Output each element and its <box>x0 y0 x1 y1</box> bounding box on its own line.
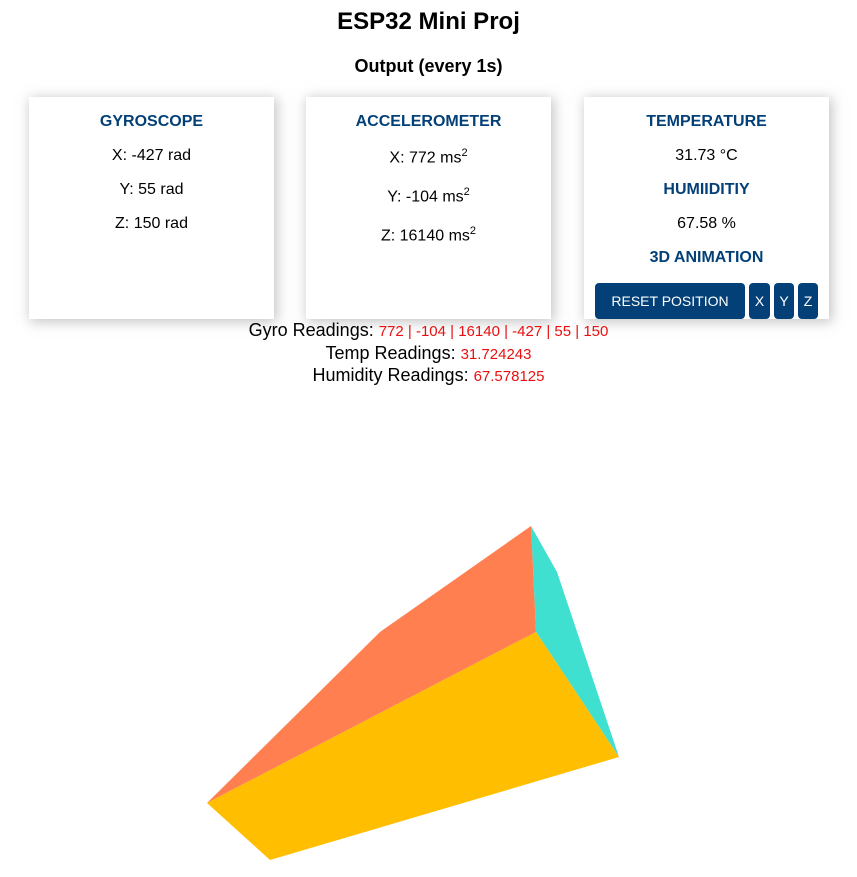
gyro-x-value: X: -427 rad <box>111 147 192 164</box>
reset-z-button[interactable]: Z <box>798 283 818 319</box>
accel-z-row: Z: 16140 ms2 <box>306 225 551 245</box>
accelerometer-card: ACCELEROMETER X: 772 ms2 Y: -104 ms2 Z: … <box>306 97 551 319</box>
page-subtitle: Output (every 1s) <box>354 56 503 76</box>
object-face-side <box>531 526 619 757</box>
gyroscope-card: GYROSCOPE X: -427 rad Y: 55 rad Z: 150 r… <box>29 97 274 319</box>
gyro-y-value: Y: 55 rad <box>119 181 184 198</box>
accel-x-value: X: 772 ms <box>389 149 462 167</box>
gyro-readings-label: Gyro Readings: <box>248 320 379 340</box>
gyro-readings: Gyro Readings: 772 | -104 | 16140 | -427… <box>0 319 857 343</box>
page-title: ESP32 Mini Proj <box>337 8 520 35</box>
accel-x-exponent: 2 <box>461 147 468 159</box>
gyro-z-value: Z: 150 rad <box>115 215 188 232</box>
accel-y-row: Y: -104 ms2 <box>306 186 551 206</box>
accel-x-row: X: 772 ms2 <box>306 147 551 167</box>
environment-card: TEMPERATURE 31.73 °C HUMIIDITIY 67.58 % … <box>584 97 829 319</box>
accelerometer-heading: ACCELEROMETER <box>355 113 502 130</box>
gyroscope-heading: GYROSCOPE <box>99 113 204 130</box>
temperature-value: 31.73 °C <box>675 147 738 164</box>
3d-object-canvas[interactable] <box>0 380 857 877</box>
temp-readings-label: Temp Readings: <box>325 343 461 363</box>
temp-readings-value: 31.724243 <box>460 346 532 363</box>
reset-position-button[interactable]: RESET POSITION <box>595 283 745 319</box>
gyro-readings-value: 772 | -104 | 16140 | -427 | 55 | 150 <box>378 323 609 340</box>
accel-y-value: Y: -104 ms <box>387 188 464 206</box>
accel-y-exponent: 2 <box>463 186 470 198</box>
humidity-value: 67.58 % <box>677 215 736 232</box>
humidity-heading: HUMIIDITIY <box>663 181 750 198</box>
object-face-top <box>207 526 536 803</box>
accel-z-exponent: 2 <box>469 225 477 237</box>
accel-z-value: Z: 16140 ms <box>380 227 470 245</box>
animation-heading: 3D ANIMATION <box>649 249 764 266</box>
reset-x-button[interactable]: X <box>749 283 770 319</box>
temp-readings: Temp Readings: 31.724243 <box>0 342 857 366</box>
humidity-readings-value: 67.578125 <box>473 368 545 385</box>
object-face-front <box>207 632 619 860</box>
reset-y-button[interactable]: Y <box>774 283 794 319</box>
humidity-readings-label: Humidity Readings: <box>312 365 474 385</box>
temperature-heading: TEMPERATURE <box>646 113 767 130</box>
humidity-readings: Humidity Readings: 67.578125 <box>0 364 857 388</box>
